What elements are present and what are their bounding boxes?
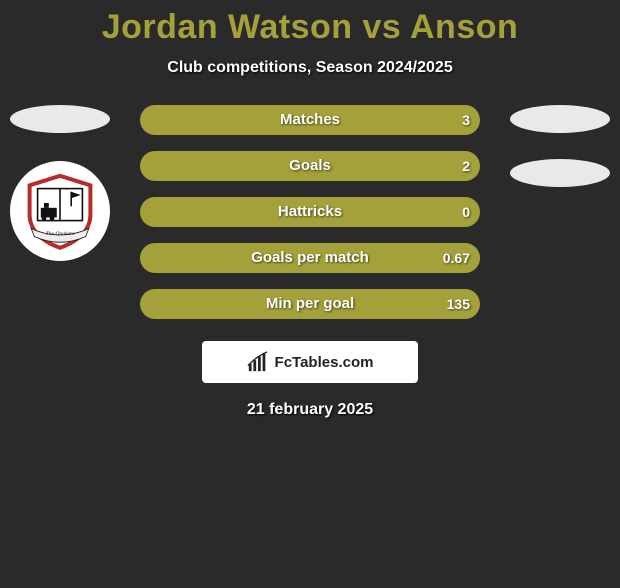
right-player-column: [500, 105, 620, 187]
stat-label: Goals per match: [140, 243, 480, 273]
stat-right-value: 0: [462, 197, 470, 227]
comparison-arena: The Quakers Matches3 Goals2 Hattricks0 Goal…: [0, 105, 620, 319]
page-title: Jordan Watson vs Anson: [0, 8, 620, 47]
branding-text: FcTables.com: [275, 354, 374, 371]
stat-bar: Matches3: [140, 105, 480, 135]
stat-right-value: 135: [447, 289, 470, 319]
left-player-column: The Quakers: [0, 105, 120, 261]
right-club-crest-placeholder: [510, 159, 610, 187]
left-club-crest: The Quakers: [10, 161, 110, 261]
stat-bar: Goals per match0.67: [140, 243, 480, 273]
page-date: 21 february 2025: [0, 401, 620, 419]
svg-text:The Quakers: The Quakers: [46, 231, 75, 237]
page-subtitle: Club competitions, Season 2024/2025: [0, 59, 620, 77]
shield-icon: The Quakers: [20, 171, 100, 251]
stat-bars: Matches3Goals2Hattricks0Goals per match0…: [140, 105, 480, 319]
stat-bar: Min per goal135: [140, 289, 480, 319]
stat-bar: Hattricks0: [140, 197, 480, 227]
bar-chart-icon: [247, 351, 269, 373]
stat-bar: Goals2: [140, 151, 480, 181]
branding-badge[interactable]: FcTables.com: [202, 341, 418, 383]
stat-label: Goals: [140, 151, 480, 181]
stat-label: Hattricks: [140, 197, 480, 227]
stat-label: Min per goal: [140, 289, 480, 319]
right-player-avatar-placeholder: [510, 105, 610, 133]
stat-right-value: 0.67: [443, 243, 470, 273]
stat-label: Matches: [140, 105, 480, 135]
stat-right-value: 3: [462, 105, 470, 135]
stat-right-value: 2: [462, 151, 470, 181]
left-player-avatar-placeholder: [10, 105, 110, 133]
